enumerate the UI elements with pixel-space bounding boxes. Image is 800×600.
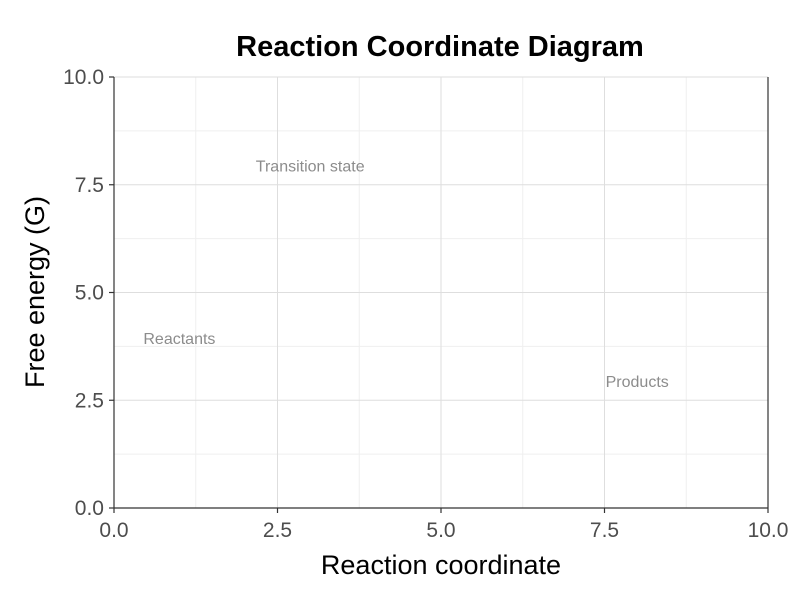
y-tick-label: 5.0 bbox=[75, 282, 104, 305]
y-tick-label: 0.0 bbox=[75, 497, 104, 520]
x-tick-label: 7.5 bbox=[590, 519, 619, 542]
x-tick-label: 10.0 bbox=[748, 519, 789, 542]
chart-title: Reaction Coordinate Diagram bbox=[236, 31, 644, 63]
plot-grid bbox=[113, 76, 769, 509]
y-axis-ticks: 0.0 2.5 5.0 7.5 10.0 bbox=[63, 66, 114, 520]
y-tick-label: 7.5 bbox=[75, 174, 104, 197]
y-tick-label: 10.0 bbox=[63, 66, 104, 89]
x-axis-title: Reaction coordinate bbox=[321, 550, 561, 580]
x-axis-ticks: 0.0 2.5 5.0 7.5 10.0 bbox=[99, 508, 788, 542]
x-tick-label: 0.0 bbox=[99, 519, 128, 542]
annotation-label: Reactants bbox=[143, 331, 215, 348]
annotation-label: Transition state bbox=[256, 158, 365, 175]
y-axis-title: Free energy (G) bbox=[20, 196, 50, 388]
annotations: Reactants Transition state Products bbox=[143, 158, 668, 391]
annotation-label: Products bbox=[606, 374, 669, 391]
x-tick-label: 5.0 bbox=[426, 519, 455, 542]
x-tick-label: 2.5 bbox=[263, 519, 292, 542]
y-tick-label: 2.5 bbox=[75, 389, 104, 412]
